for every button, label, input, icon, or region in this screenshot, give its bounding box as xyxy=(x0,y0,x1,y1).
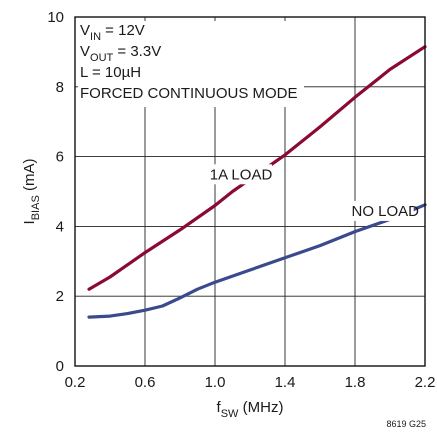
y-tick-label: 6 xyxy=(56,149,64,166)
condition-line: FORCED CONTINUOUS MODE xyxy=(80,85,298,102)
y-tick-label: 2 xyxy=(56,288,64,305)
x-tick-label: 1.0 xyxy=(205,374,226,391)
x-tick-label: 1.8 xyxy=(345,374,366,391)
x-tick-label: 2.2 xyxy=(415,374,436,391)
figure-code: 8619 G25 xyxy=(386,419,426,429)
x-tick-label: 0.6 xyxy=(135,374,156,391)
x-tick-label: 1.4 xyxy=(275,374,296,391)
y-tick-label: 0 xyxy=(56,358,64,375)
y-tick-label: 10 xyxy=(47,9,64,26)
series-label: NO LOAD xyxy=(352,203,420,220)
x-axis-label: fSW (MHz) xyxy=(217,399,284,420)
y-axis-label: IBIAS (mA) xyxy=(21,159,42,225)
series-label: 1A LOAD xyxy=(210,166,273,183)
series-line xyxy=(89,205,425,317)
condition-line: L = 10µH xyxy=(80,64,141,81)
y-tick-label: 8 xyxy=(56,79,64,96)
y-tick-label: 4 xyxy=(56,218,64,235)
x-tick-label: 0.2 xyxy=(65,374,86,391)
